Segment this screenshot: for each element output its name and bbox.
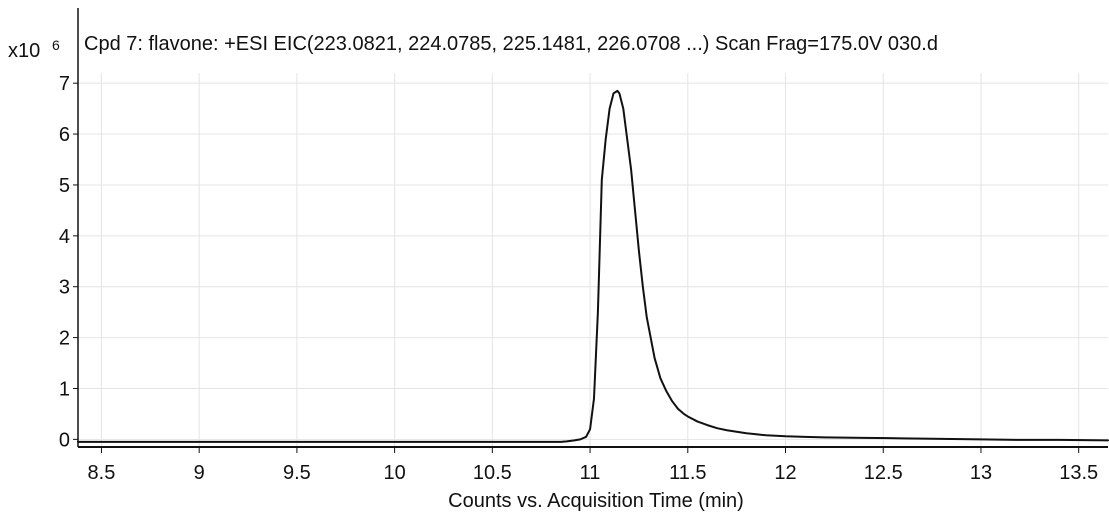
y-tick-label: 6 [59,124,70,146]
y-tick-label: 3 [59,277,70,299]
chart-title: Cpd 7: flavone: +ESI EIC(223.0821, 224.0… [84,33,938,55]
x-tick-label: 12 [774,462,796,484]
y-tick-label: 1 [59,378,70,400]
x-tick-label: 11 [580,462,601,484]
x-tick-label: 11.5 [669,462,706,484]
y-tick-label: 2 [59,328,70,350]
x-tick-label: 9 [194,462,205,484]
label-layer: x10 6 Cpd 7: flavone: +ESI EIC(223.0821,… [8,33,938,512]
grid-layer [78,73,1108,447]
y-tick-label: 4 [59,226,70,248]
x-tick-label: 13 [970,462,992,484]
y-tick-label: 5 [59,175,70,197]
x-tick-label: 10 [383,462,405,484]
series-layer [77,89,1109,443]
y-tick-label: 7 [59,73,70,95]
x-tick-label: 13.5 [1059,462,1098,484]
x-axis-label: Counts vs. Acquisition Time (min) [448,490,744,512]
x-tick-label: 10.5 [473,462,512,484]
x-tick-label: 12.5 [864,462,903,484]
y-tick-label: 0 [59,429,70,451]
y-scale-prefix: x10 [8,40,40,62]
y-scale-exponent: 6 [52,37,60,53]
eic-trace-line [77,89,1109,443]
x-tick-label: 9.5 [283,462,311,484]
x-tick-label: 8.5 [88,462,116,484]
